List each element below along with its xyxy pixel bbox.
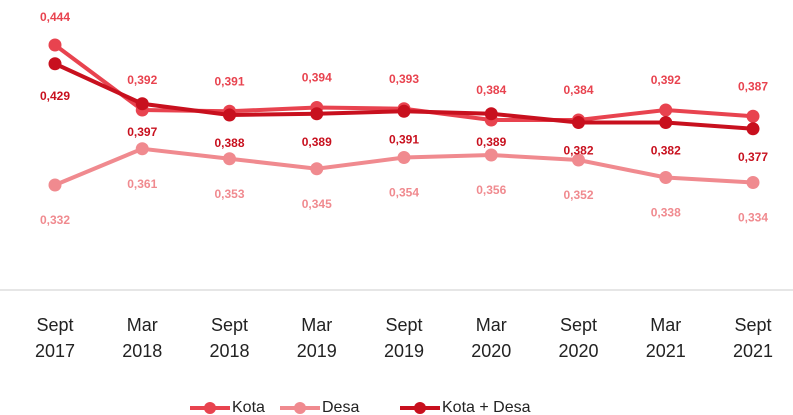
data-label: 0,338 xyxy=(651,206,681,220)
data-label: 0,377 xyxy=(738,150,768,164)
data-label: 0,391 xyxy=(389,132,419,146)
data-label: 0,389 xyxy=(302,135,332,149)
x-tick-label: Mar 2018 xyxy=(122,315,162,361)
data-point xyxy=(659,171,673,184)
data-label: 0,356 xyxy=(476,183,506,197)
data-label: 0,391 xyxy=(214,74,244,88)
data-label: 0,394 xyxy=(302,71,332,85)
data-label: 0,384 xyxy=(476,83,506,97)
data-point xyxy=(746,176,760,189)
data-label: 0,332 xyxy=(40,213,70,227)
data-label: 0,387 xyxy=(738,79,768,93)
legend-marker xyxy=(204,402,216,414)
data-label: 0,397 xyxy=(127,125,157,139)
data-point xyxy=(48,57,62,71)
data-point xyxy=(659,103,673,117)
legend-marker xyxy=(414,402,426,414)
data-label: 0,388 xyxy=(214,136,244,150)
data-point xyxy=(310,162,324,176)
data-point xyxy=(223,152,236,166)
x-tick-label: Sept 2021 xyxy=(733,315,773,361)
data-point xyxy=(135,97,149,111)
data-label: 0,392 xyxy=(651,73,681,87)
legend-label: Desa xyxy=(322,399,359,415)
data-label: 0,384 xyxy=(563,83,593,97)
legend-label: Kota xyxy=(232,399,265,415)
x-tick-label: Mar 2020 xyxy=(471,315,511,361)
x-tick-label: Mar 2021 xyxy=(646,315,686,361)
x-tick-label: Mar 2019 xyxy=(297,315,337,361)
data-point xyxy=(397,104,411,118)
x-tick-label: Sept 2018 xyxy=(209,315,249,361)
data-label: 0,429 xyxy=(40,89,70,103)
data-label: 0,354 xyxy=(389,186,419,200)
data-point xyxy=(572,153,585,167)
data-point xyxy=(48,178,62,192)
data-label: 0,444 xyxy=(40,10,70,24)
data-label: 0,352 xyxy=(563,188,593,202)
data-point xyxy=(484,107,498,121)
data-label: 0,382 xyxy=(651,144,681,158)
x-tick-label: Sept 2017 xyxy=(35,315,75,361)
data-point xyxy=(135,142,149,156)
data-label: 0,345 xyxy=(302,197,332,211)
data-label: 0,334 xyxy=(738,211,768,225)
data-label: 0,393 xyxy=(389,72,419,86)
data-point xyxy=(572,116,585,129)
data-point xyxy=(484,148,498,162)
data-label: 0,389 xyxy=(476,135,506,149)
data-point xyxy=(48,38,62,52)
data-point xyxy=(310,107,324,121)
data-point xyxy=(746,122,760,136)
data-point xyxy=(746,109,760,123)
x-tick-label: Sept 2020 xyxy=(558,315,598,361)
data-point xyxy=(397,151,411,164)
legend-label: Kota + Desa xyxy=(442,399,531,415)
x-tick-label: Sept 2019 xyxy=(384,315,424,361)
data-label: 0,382 xyxy=(563,144,593,158)
data-label: 0,361 xyxy=(127,177,157,191)
legend-marker xyxy=(294,402,306,414)
data-label: 0,353 xyxy=(214,187,244,201)
data-point xyxy=(659,116,673,129)
data-label: 0,392 xyxy=(127,73,157,87)
data-point xyxy=(223,108,236,122)
